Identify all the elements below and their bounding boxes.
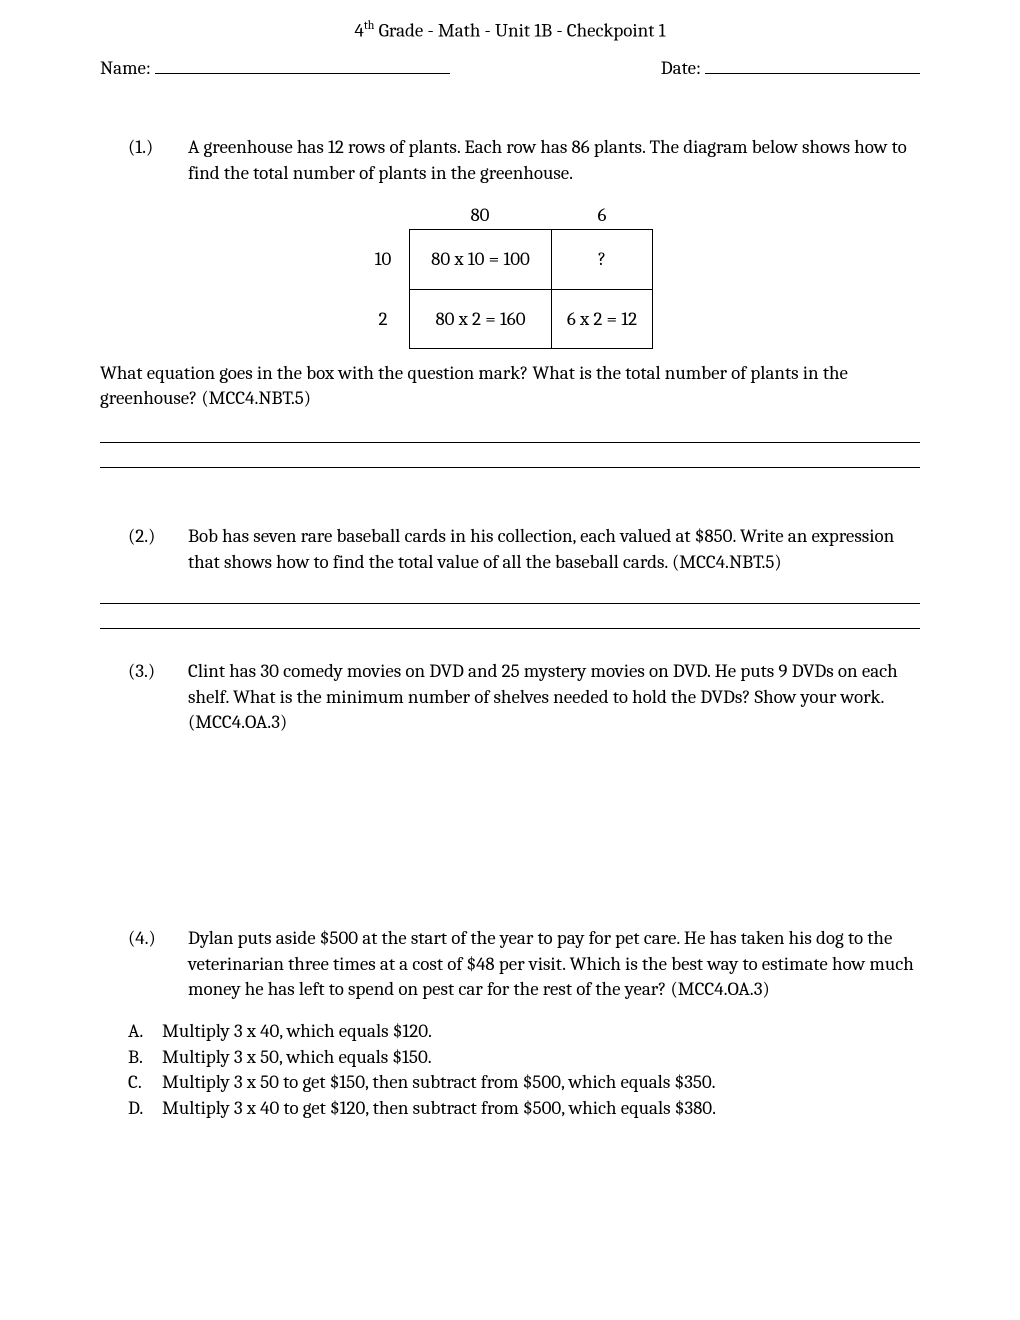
question-2: (2.) Bob has seven rare baseball cards i… [128,524,920,575]
choice-a[interactable]: A. Multiply 3 x 40, which equals $120. [128,1019,920,1045]
choice-letter: A. [128,1019,162,1045]
answer-line[interactable] [100,418,920,443]
diagram-row-10: 10 [367,229,409,289]
answer-line[interactable] [100,604,920,629]
q2-answer-lines [100,579,920,629]
date-blank[interactable] [705,55,920,74]
date-label: Date: [661,57,701,79]
q3-text: Clint has 30 comedy movies on DVD and 25… [188,659,920,736]
worksheet-page: 4th Grade - Math - Unit 1B - Checkpoint … [0,0,1020,1320]
choice-d[interactable]: D. Multiply 3 x 40 to get $120, then sub… [128,1096,920,1122]
choice-b[interactable]: B. Multiply 3 x 50, which equals $150. [128,1045,920,1071]
choice-text: Multiply 3 x 50, which equals $150. [162,1045,432,1071]
diagram-cell-tr: ? [551,229,653,289]
q4-choices: A. Multiply 3 x 40, which equals $120. B… [128,1019,920,1122]
answer-line[interactable] [100,443,920,468]
choice-text: Multiply 3 x 40 to get $120, then subtra… [162,1096,716,1122]
date-block: Date: [661,55,920,79]
name-block: Name: [100,55,450,79]
choice-letter: B. [128,1045,162,1071]
q2-text: Bob has seven rare baseball cards in his… [188,524,920,575]
q2-number: (2.) [128,524,188,575]
q4-number: (4.) [128,926,188,1003]
name-blank[interactable] [155,55,450,74]
diagram-cell-tl: 80 x 10 = 100 [409,229,551,289]
grade-number: 4 [355,19,364,41]
answer-line[interactable] [100,579,920,604]
question-1: (1.) A greenhouse has 12 rows of plants.… [128,135,920,186]
q1-diagram: 80 6 10 2 80 x 10 = 100 ? 80 x 2 = 160 6… [367,201,653,349]
q4-text: Dylan puts aside $500 at the start of th… [188,926,920,1003]
diagram-cell-bl: 80 x 2 = 160 [409,289,551,349]
grade-suffix: th [364,18,375,32]
choice-c[interactable]: C. Multiply 3 x 50 to get $150, then sub… [128,1070,920,1096]
choice-letter: C. [128,1070,162,1096]
page-header: 4th Grade - Math - Unit 1B - Checkpoint … [100,18,920,41]
q1-diagram-wrap: 80 6 10 2 80 x 10 = 100 ? 80 x 2 = 160 6… [100,201,920,349]
q3-number: (3.) [128,659,188,736]
q1-number: (1.) [128,135,188,186]
q1-followup: What equation goes in the box with the q… [100,361,920,412]
q1-text: A greenhouse has 12 rows of plants. Each… [188,135,920,186]
name-date-row: Name: Date: [100,55,920,79]
question-3: (3.) Clint has 30 comedy movies on DVD a… [128,659,920,736]
diagram-cell-br: 6 x 2 = 12 [551,289,653,349]
diagram-col-80: 80 [409,201,551,229]
choice-text: Multiply 3 x 50 to get $150, then subtra… [162,1070,716,1096]
choice-letter: D. [128,1096,162,1122]
diagram-col-6: 6 [551,201,653,229]
diagram-row-2: 2 [367,289,409,349]
q1-answer-lines [100,418,920,468]
name-label: Name: [100,57,151,79]
question-4: (4.) Dylan puts aside $500 at the start … [128,926,920,1003]
choice-text: Multiply 3 x 40, which equals $120. [162,1019,432,1045]
header-rest: Grade - Math - Unit 1B - Checkpoint 1 [374,19,665,41]
